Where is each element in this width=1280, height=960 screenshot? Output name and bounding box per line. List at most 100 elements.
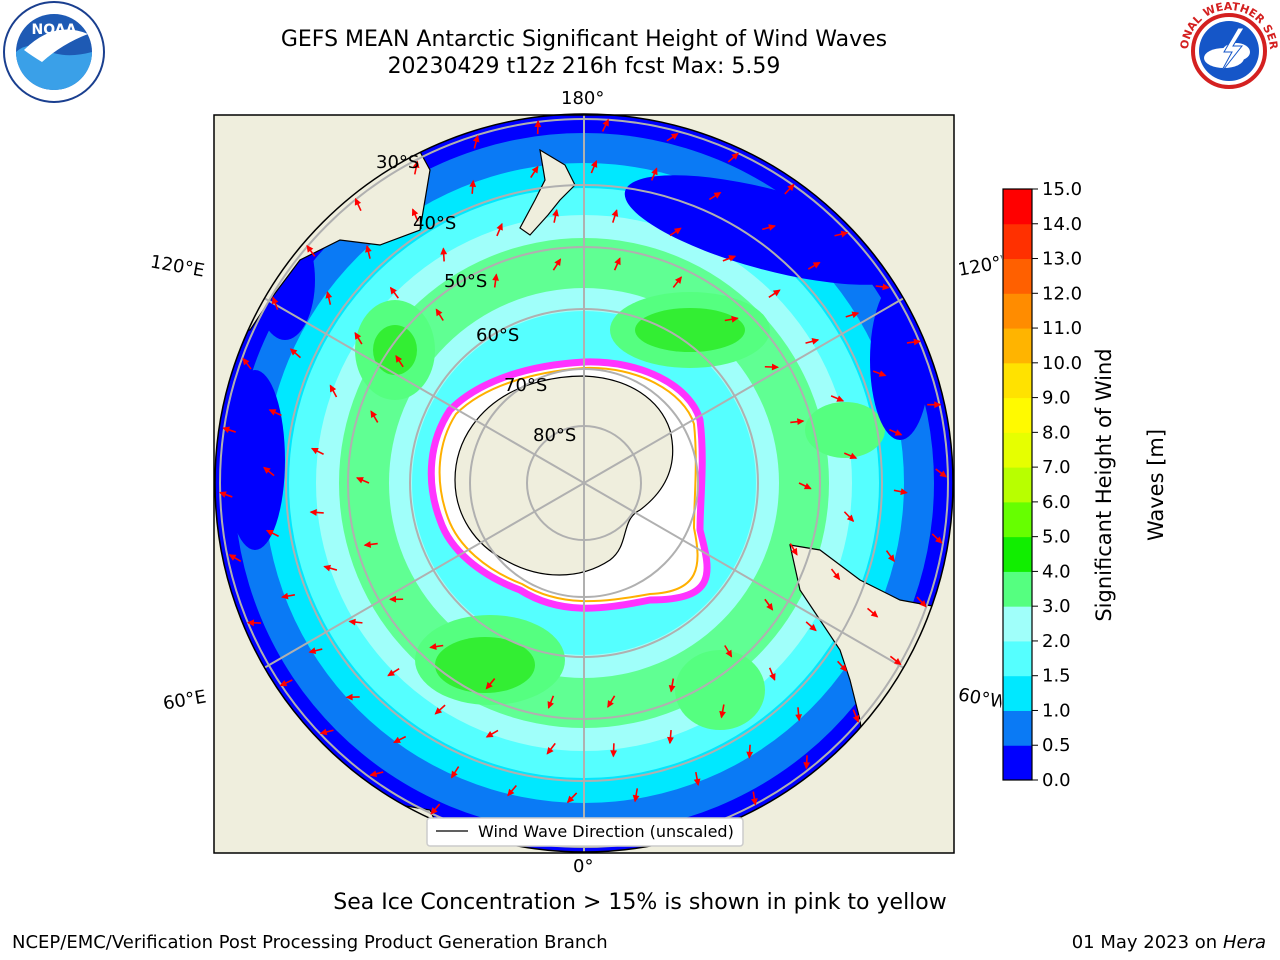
wave-direction-arrowhead <box>246 619 255 627</box>
wave-direction-arrowhead <box>547 701 554 709</box>
colorbar-tick-label: 0.5 <box>1042 735 1071 756</box>
wave-direction-arrowhead <box>355 477 364 484</box>
wave-direction-arrowhead <box>893 658 902 666</box>
wave-direction-arrowhead <box>531 165 539 174</box>
wave-direction-arrowhead <box>614 257 621 266</box>
wave-direction-arrowhead <box>289 348 298 356</box>
lon-label-180: 180° <box>561 88 605 109</box>
wave-direction-arrowhead <box>590 160 598 168</box>
map-title: GEFS MEAN Antarctic Significant Height o… <box>280 27 888 52</box>
colorbar-segment <box>1003 397 1032 433</box>
wave-direction-arrowhead <box>268 409 277 416</box>
map-subtitle: 20230429 t12z 216h fcst Max: 5.59 <box>387 54 781 79</box>
lat-label-60s: 60°S <box>476 325 519 346</box>
wave-direction-arrowhead <box>429 643 437 650</box>
wave-direction-arrowhead <box>306 244 314 253</box>
colorbar: 0.0 0.5 1.0 1.5 2.0 3.0 4.0 5.0 6.0 7.0 8.0 9.0 10.0… <box>1002 179 1082 791</box>
wave-direction-arrowhead <box>546 746 554 755</box>
wave-direction-arrowhead <box>852 714 860 723</box>
colorbar-tick-label: 15.0 <box>1042 179 1082 200</box>
wave-direction-arrowhead <box>387 669 395 677</box>
wave-direction-arrowhead <box>323 564 332 572</box>
wave-direction-arrowhead <box>795 714 803 722</box>
wave-direction-arrowhead <box>803 483 812 490</box>
colorbar-segment <box>1003 432 1032 468</box>
wave-direction-arrowhead <box>746 751 754 759</box>
wave-direction-arrowhead <box>222 426 231 434</box>
wave-direction-arrowhead <box>713 192 722 199</box>
lat-label-70s: 70°S <box>504 375 547 396</box>
wave-direction-arrowhead <box>839 664 848 672</box>
wave-direction-arrowhead <box>900 488 908 495</box>
colorbar-segment <box>1003 710 1032 746</box>
colorbar-tick-label: 4.0 <box>1042 561 1071 582</box>
wave-direction-arrowhead <box>812 261 821 269</box>
colorbar-tick-label: 12.0 <box>1042 283 1082 304</box>
wave-direction-arrowhead <box>846 514 855 523</box>
colorbar-segment <box>1003 536 1032 572</box>
wave-direction-arrowhead <box>667 736 674 745</box>
colorbar-segment <box>1003 189 1032 225</box>
wave-direction-arrowhead <box>728 255 737 262</box>
wave-direction-arrowhead <box>610 750 618 758</box>
colorbar-tick-label: 5.0 <box>1042 527 1071 548</box>
new-zealand-land <box>519 148 576 236</box>
wave-direction-arrowhead <box>894 429 903 436</box>
wave-direction-arrowhead <box>771 363 780 371</box>
colorbar-tick-label: 13.0 <box>1042 249 1082 270</box>
wave-direction-arrowhead <box>319 728 328 736</box>
wave-direction-arrowhead <box>673 227 682 235</box>
wave-direction-arrowhead <box>602 118 609 127</box>
colorbar-segment <box>1003 223 1032 260</box>
wave-direction-arrowhead <box>469 179 477 188</box>
wave-direction-arrowhead <box>939 470 948 478</box>
wave-direction-arrowhead <box>632 794 640 803</box>
svg-text:NOAA: NOAA <box>32 22 77 38</box>
colorbar-tick-label: 6.0 <box>1042 492 1071 513</box>
colorbar-segment <box>1003 362 1032 399</box>
wave-direction-arrowhead <box>388 595 397 603</box>
wave-direction-arrowhead <box>935 536 943 544</box>
lat-label-40s: 40°S <box>413 213 456 234</box>
colorbar-tick-label: 0.0 <box>1042 770 1071 791</box>
nws-logo: NATIONAL WEATHER SERVICE <box>1178 0 1280 100</box>
wave-direction-arrowhead <box>611 209 619 217</box>
wave-direction-arrowhead <box>791 547 798 556</box>
colorbar-tick-label: 1.5 <box>1042 666 1071 687</box>
wave-direction-arrowhead <box>485 731 494 738</box>
wave-direction-arrowhead <box>434 707 443 715</box>
lat-label-80s: 80°S <box>533 425 576 446</box>
wave-direction-arrowhead <box>329 384 337 393</box>
wave-direction-arrowhead <box>348 618 356 626</box>
wave-direction-arrowhead <box>769 673 776 681</box>
wave-direction-arrowhead <box>878 370 887 377</box>
colorbar-segment <box>1003 606 1032 642</box>
colorbar-tick-label: 14.0 <box>1042 214 1082 235</box>
wave-direction-arrowhead <box>554 258 562 267</box>
wave-direction-arrowhead <box>435 308 443 317</box>
wave-direction-arrowhead <box>731 315 739 323</box>
colorbar-tick-label: 3.0 <box>1042 596 1071 617</box>
colorbar-tick-label: 1.0 <box>1042 700 1071 721</box>
wave-direction-arrowhead <box>566 795 575 804</box>
wave-direction-arrowhead <box>389 286 397 295</box>
wave-direction-arrowhead <box>870 610 879 618</box>
wave-direction-arrowhead <box>280 592 289 600</box>
wave-direction-arrowhead <box>472 134 480 143</box>
wave-direction-arrowhead <box>833 572 841 581</box>
wave-direction-arrowhead <box>651 167 658 176</box>
colorbar-tick-label: 9.0 <box>1042 388 1071 409</box>
wave-direction-arrowhead <box>731 152 739 160</box>
wave-direction-arrowhead <box>310 447 319 455</box>
colorbar-segment <box>1003 293 1032 329</box>
wave-direction-arrowhead <box>345 693 353 701</box>
wave-direction-arrowhead <box>768 224 776 231</box>
wave-direction-arrowhead <box>882 283 890 291</box>
wave-direction-arrowhead <box>507 788 515 797</box>
colorbar-segment <box>1003 467 1032 503</box>
wave-direction-arrowhead <box>228 554 237 561</box>
arrow-legend: Wind Wave Direction (unscaled) <box>426 817 744 847</box>
colorbar-tick-label: 8.0 <box>1042 422 1071 443</box>
wave-direction-arrowhead <box>668 684 676 693</box>
